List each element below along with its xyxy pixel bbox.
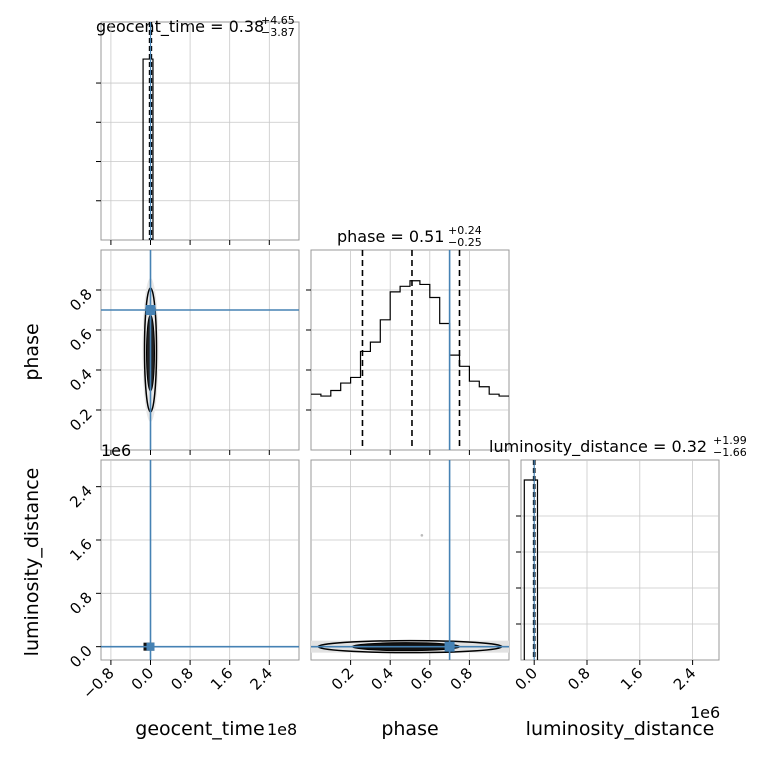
title-geocent-time: geocent_time = 0.38 [96, 17, 264, 37]
title-phase: phase = 0.51 [337, 227, 444, 246]
panel-frame-11 [310, 249, 510, 451]
tick-label-x-lumdist-0: 0.0 [511, 664, 541, 694]
panel-frame-10 [100, 249, 300, 451]
offset-luminosity-distance-y: 1e6 [101, 441, 131, 460]
xlabel-luminosity-distance: luminosity_distance [526, 718, 715, 740]
title-geocent-time-minus: −3.87 [261, 26, 295, 39]
ylabel-phase: phase [21, 323, 43, 380]
truth-marker-lumdist-geocent [146, 642, 155, 651]
xlabel-phase: phase [381, 718, 438, 740]
hist-bar-geocent-time-0 [142, 58, 154, 240]
hist-bar-luminosity-distance-0 [523, 479, 539, 660]
tick-label-x-geocent-0: −0.8 [79, 664, 117, 702]
hist-step-phase [311, 280, 509, 397]
panel-frame-00 [100, 21, 300, 241]
tick-label-x-phase-0: 0.2 [328, 664, 358, 694]
title-phase-minus: −0.25 [448, 236, 482, 249]
tick-label-x-lumdist-2: 1.6 [617, 664, 647, 694]
panel-frame-20 [100, 459, 300, 661]
tick-label-x-lumdist-3: 2.4 [670, 664, 700, 694]
panels [100, 21, 720, 661]
ylabel-luminosity-distance: luminosity_distance [21, 468, 43, 657]
tick-label-x-phase-1: 0.4 [367, 664, 397, 694]
tick-label-x-geocent-4: 2.4 [247, 664, 277, 694]
tick-label-x-geocent-2: 0.8 [167, 664, 197, 694]
title-luminosity-distance-plus: +1.99 [713, 434, 747, 447]
tick-label-y-phase-1: 0.4 [66, 365, 96, 395]
tick-label-x-lumdist-1: 0.8 [564, 664, 594, 694]
tick-label-x-geocent-3: 1.6 [207, 664, 237, 694]
offset-geocent-time: 1e8 [267, 720, 297, 739]
tick-label-y-lumdist-0: 0.0 [66, 642, 96, 672]
title-luminosity-distance: luminosity_distance = 0.32 [489, 437, 707, 457]
title-phase-plus: +0.24 [448, 224, 482, 237]
tick-label-x-phase-3: 0.8 [447, 664, 477, 694]
tick-label-y-lumdist-1: 0.8 [66, 588, 96, 618]
truth-marker-lumdist-phase [444, 641, 455, 652]
truth-marker-phase-geocent [145, 305, 156, 315]
tick-label-y-phase-2: 0.6 [66, 325, 96, 355]
offset-luminosity-distance-x: 1e6 [690, 703, 720, 722]
tick-label-y-lumdist-2: 1.6 [66, 535, 96, 565]
title-luminosity-distance-minus: −1.66 [713, 446, 747, 459]
tick-label-y-phase-3: 0.8 [66, 285, 96, 315]
panel-frame-22 [520, 459, 720, 661]
tick-label-y-lumdist-3: 2.4 [66, 482, 96, 512]
tick-label-x-phase-2: 0.6 [407, 664, 437, 694]
panel-frame-21 [310, 459, 510, 661]
xlabel-geocent-time: geocent_time [135, 718, 264, 740]
tick-label-y-phase-0: 0.2 [66, 405, 96, 435]
outlier-point-lumdist-phase [420, 534, 424, 537]
tick-label-x-geocent-1: 0.0 [128, 664, 158, 694]
